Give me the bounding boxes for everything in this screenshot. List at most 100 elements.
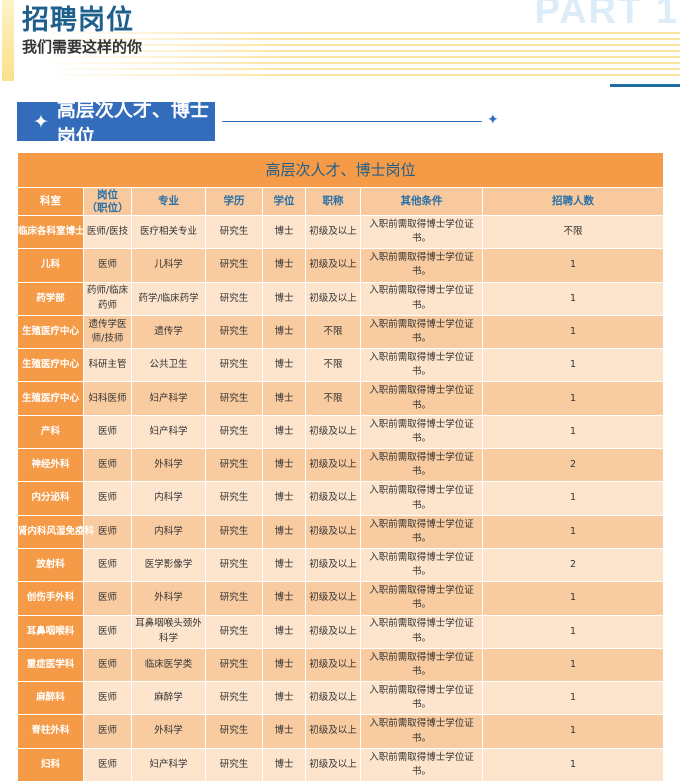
table-cell: 博士 [262,314,306,350]
positions-table: 高层次人才、博士岗位 科室 岗位 （职位） 专业 学历 学位 职称 其他条件 招聘人数 临床各… [16,152,665,782]
page-title: 招聘岗位 [22,5,134,36]
table-cell: 入职前需取得博士学位证书。 [360,381,483,416]
table-cell: 妇科 [17,747,84,782]
table-cell: 入职前需取得博士学位证书。 [360,481,483,516]
table-cell: 博士 [262,514,306,549]
table-cell: 1 [481,281,665,316]
table-cell: 入职前需取得博士学位证书。 [360,514,483,549]
table-cell: 公共卫生 [131,348,206,383]
table-cell: 医师 [83,714,132,749]
column-header: 岗位 （职位） [83,187,132,216]
table-cell: 博士 [262,481,306,516]
table-cell: 入职前需取得博士学位证书。 [360,614,483,649]
table-cell: 初级及以上 [305,281,361,316]
table-cell: 博士 [262,714,306,749]
table-cell: 科研主管 [83,348,132,383]
table-row: 重症医学科 医师 临床医学类 研究生 博士 初级及以上 入职前需取得博士学位证书。 1 [17,647,665,683]
decorative-bar [2,0,14,81]
table-cell: 初级及以上 [305,514,361,549]
table-cell: 博士 [262,747,306,782]
table-cell: 妇产科学 [131,414,206,450]
table-cell: 研究生 [205,481,263,516]
table-cell: 入职前需取得博士学位证书。 [360,681,483,716]
table-cell: 研究生 [205,348,263,383]
table-cell: 不限 [481,214,665,250]
table-row: 创伤手外科 医师 外科学 研究生 博士 初级及以上 入职前需取得博士学位证书。 1 [17,581,665,616]
column-header: 学历 [205,187,263,216]
table-row: 内分泌科 医师 内科学 研究生 博士 初级及以上 入职前需取得博士学位证书。 1 [17,481,665,516]
column-header: 学位 [262,187,306,216]
table-cell: 研究生 [205,581,263,616]
table-cell: 2 [481,448,665,483]
star-icon: ✦ [487,112,499,128]
table-cell: 研究生 [205,414,263,450]
table-cell: 研究生 [205,314,263,350]
section-header: ✦ 高层次人才、博士岗位 [17,99,215,148]
table-cell: 医师 [83,514,132,549]
part-watermark: PART 1 [534,0,679,32]
table-cell: 医师 [83,614,132,649]
table-cell: 研究生 [205,381,263,416]
decorative-stripes [40,32,680,80]
table-cell: 初级及以上 [305,647,361,683]
column-header: 职称 [305,187,361,216]
table-cell: 入职前需取得博士学位证书。 [360,448,483,483]
table-cell: 研究生 [205,547,263,583]
table-cell: 医师 [83,647,132,683]
table-cell: 肾内科风湿免疫科 [17,514,94,549]
table-cell: 脊柱外科 [17,714,84,749]
table-cell: 外科学 [131,448,206,483]
table-cell: 1 [481,248,665,283]
table-cell: 医学影像学 [131,547,206,583]
table-cell: 博士 [262,647,306,683]
table-cell: 入职前需取得博士学位证书。 [360,714,483,749]
table-cell: 儿科学 [131,248,206,283]
table-cell: 神经外科 [17,448,84,483]
table-row: 生殖医疗中心 妇科医师 妇产科学 研究生 博士 不限 入职前需取得博士学位证书。 1 [17,381,665,416]
table-cell: 创伤手外科 [17,581,84,616]
table-cell: 研究生 [205,681,263,716]
table-cell: 入职前需取得博士学位证书。 [360,414,483,450]
column-header: 其他条件 [360,187,483,216]
table-cell: 博士 [262,547,306,583]
table-cell: 博士 [262,248,306,283]
table-cell: 初级及以上 [305,581,361,616]
table-cell: 麻醉科 [17,681,84,716]
table-row: 肾内科风湿免疫科 医师 内科学 研究生 博士 初级及以上 入职前需取得博士学位证书。 1 [17,514,665,549]
table-cell: 1 [481,681,665,716]
table-cell: 不限 [305,381,361,416]
table-cell: 妇科医师 [83,381,132,416]
table-row: 神经外科 医师 外科学 研究生 博士 初级及以上 入职前需取得博士学位证书。 2 [17,448,665,483]
table-cell: 1 [481,747,665,782]
table-cell: 博士 [262,381,306,416]
table-cell: 药师/临床药师 [83,281,132,316]
table-cell: 入职前需取得博士学位证书。 [360,348,483,383]
table-cell: 入职前需取得博士学位证书。 [360,281,483,316]
column-header: 科室 [17,187,84,216]
section-title: 高层次人才、博士岗位 [56,98,209,148]
table-cell: 博士 [262,581,306,616]
table-cell: 生殖医疗中心 [17,348,84,383]
table-row: 药学部 药师/临床药师 药学/临床药学 研究生 博士 初级及以上 入职前需取得博士学位证书。… [17,281,665,316]
table-cell: 麻醉学 [131,681,206,716]
table-cell: 研究生 [205,614,263,649]
table-cell: 研究生 [205,514,263,549]
table-cell: 博士 [262,348,306,383]
table-cell: 妇产科学 [131,381,206,416]
table-cell: 儿科 [17,248,84,283]
table-cell: 博士 [262,414,306,450]
table-cell: 初级及以上 [305,248,361,283]
table-cell: 内科学 [131,481,206,516]
table-cell: 外科学 [131,714,206,749]
table-row: 生殖医疗中心 科研主管 公共卫生 研究生 博士 不限 入职前需取得博士学位证书。 1 [17,348,665,383]
table-cell: 医师 [83,481,132,516]
table-cell: 医师 [83,547,132,583]
table-cell: 1 [481,348,665,383]
table-cell: 临床医学类 [131,647,206,683]
table-row: 儿科 医师 儿科学 研究生 博士 初级及以上 入职前需取得博士学位证书。 1 [17,248,665,283]
table-cell: 内科学 [131,514,206,549]
table-cell: 医疗相关专业 [131,214,206,250]
table-cell: 外科学 [131,581,206,616]
table-cell: 入职前需取得博士学位证书。 [360,647,483,683]
table-cell: 1 [481,414,665,450]
